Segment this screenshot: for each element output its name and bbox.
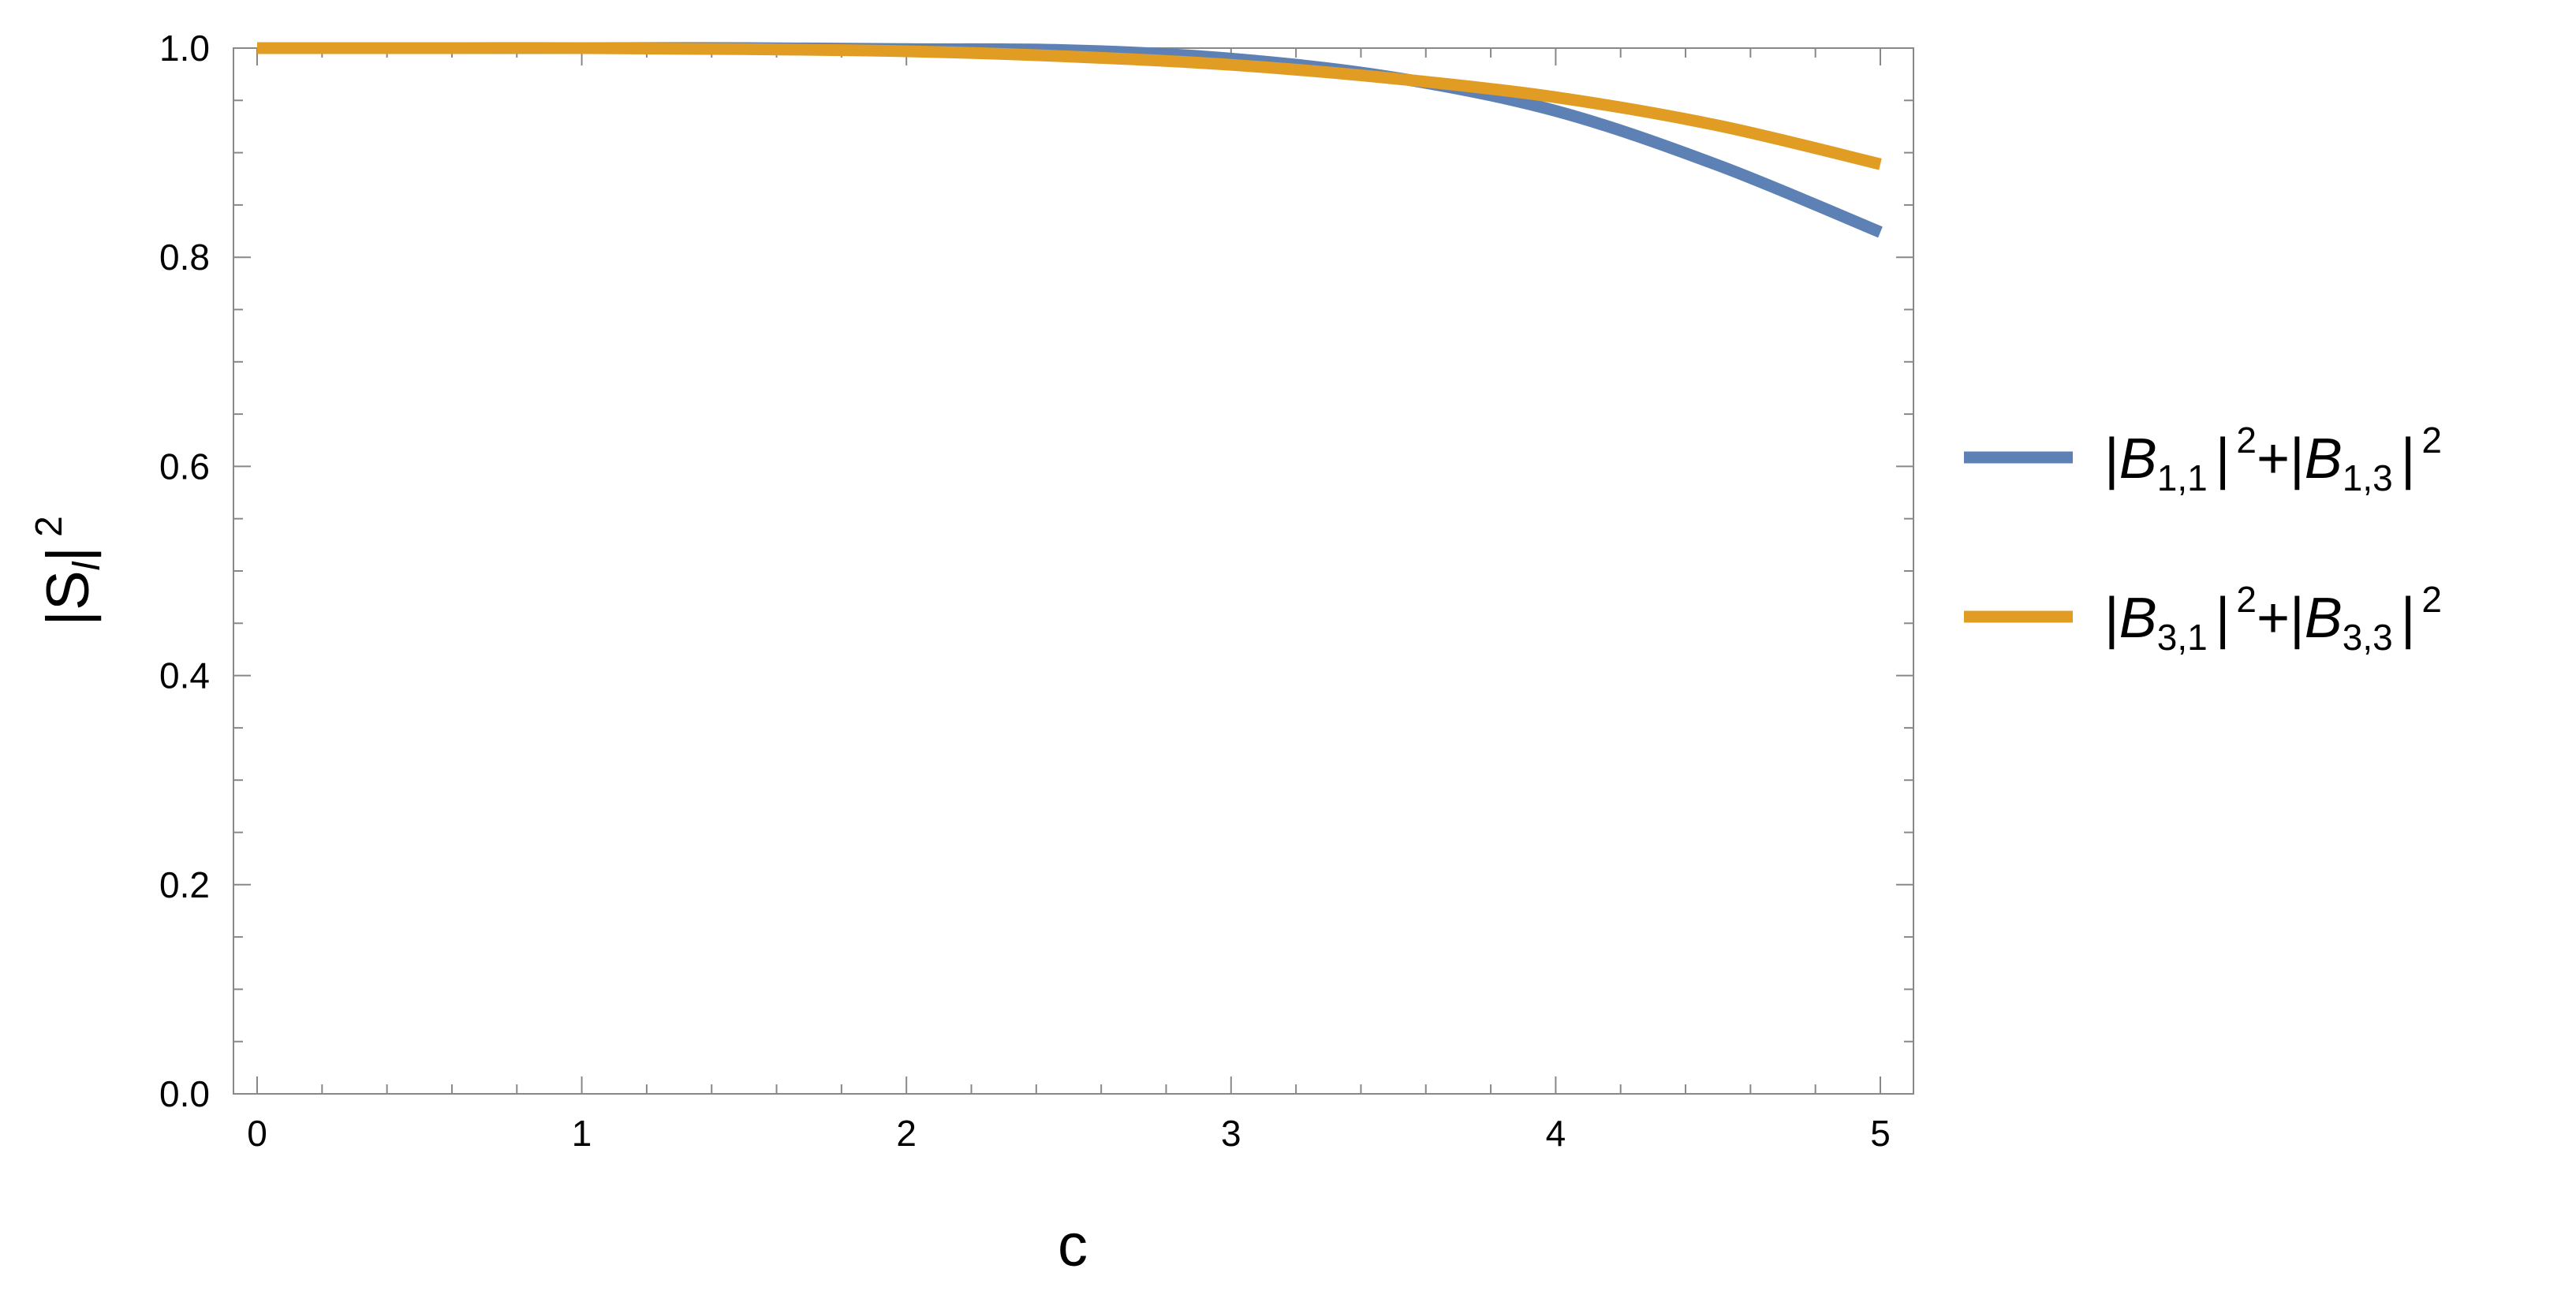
y-tick-label: 0.8 bbox=[159, 237, 210, 278]
legend-label-part: | bbox=[2216, 427, 2231, 491]
plot-frame bbox=[233, 47, 1914, 1095]
legend-label-part: 2 bbox=[2236, 579, 2257, 620]
y-tick-label: 0.4 bbox=[159, 655, 210, 696]
legend-label-part: | bbox=[2401, 427, 2416, 491]
legend-label-2: |B3,1 | 2+|B3,3 | 2 bbox=[2104, 579, 2442, 658]
legend: |B1,1 | 2+|B1,3 | 2|B3,1 | 2+|B3,3 | 2 bbox=[1964, 420, 2442, 658]
legend-label-part: 2 bbox=[2421, 420, 2442, 461]
series-line-1 bbox=[257, 42, 1883, 238]
legend-label-part: 2 bbox=[2236, 420, 2257, 461]
y-axis-title-bar: | bbox=[35, 547, 102, 562]
y-tick-label: 0.6 bbox=[159, 446, 210, 487]
legend-label-part: 2 bbox=[2421, 579, 2442, 620]
legend-label-part: B bbox=[2119, 587, 2157, 650]
legend-label-part: | bbox=[2104, 427, 2119, 491]
y-tick-label: 0.0 bbox=[159, 1073, 210, 1114]
x-axis-title: c bbox=[1058, 1212, 1088, 1279]
y-tick-label: 0.2 bbox=[159, 864, 210, 905]
x-tick-label: 1 bbox=[572, 1113, 592, 1154]
legend-label-part: 1,3 bbox=[2343, 457, 2393, 498]
x-tick-label: 0 bbox=[247, 1113, 267, 1154]
y-tick-label: 1.0 bbox=[159, 28, 210, 69]
legend-label-part: B bbox=[2305, 427, 2343, 491]
axis-tick-labels: 0 1 2 3 4 5 0.0 0.2 0.4 0.6 0.8 1.0 bbox=[159, 28, 1891, 1154]
y-axis-title-main: |S bbox=[35, 570, 102, 625]
axis-ticks bbox=[233, 47, 1913, 1095]
legend-label-part: 3,3 bbox=[2343, 617, 2393, 658]
x-tick-label: 3 bbox=[1221, 1113, 1241, 1154]
series-lines bbox=[257, 42, 1883, 238]
legend-label-part: 3,1 bbox=[2157, 617, 2208, 658]
y-axis-title-sup: 2 bbox=[28, 516, 70, 537]
x-tick-label: 5 bbox=[1870, 1113, 1891, 1154]
x-tick-label: 2 bbox=[896, 1113, 917, 1154]
legend-label-part: B bbox=[2119, 427, 2157, 491]
legend-label-part: B bbox=[2305, 587, 2343, 650]
legend-label-part: | bbox=[2290, 587, 2305, 650]
x-tick-label: 4 bbox=[1546, 1113, 1566, 1154]
y-axis-title-sub: l bbox=[66, 561, 108, 570]
legend-label-part: + bbox=[2257, 427, 2290, 491]
legend-label-part: + bbox=[2257, 587, 2290, 650]
legend-label-part: | bbox=[2401, 587, 2416, 650]
legend-label-part: | bbox=[2216, 587, 2231, 650]
legend-label-part: | bbox=[2290, 427, 2305, 491]
legend-label-1: |B1,1 | 2+|B1,3 | 2 bbox=[2104, 420, 2442, 498]
y-axis-title: |Sl| 2 bbox=[28, 516, 108, 626]
legend-label-part: 1,1 bbox=[2157, 457, 2208, 498]
series-line-2 bbox=[257, 42, 1882, 170]
legend-label-part: | bbox=[2104, 587, 2119, 650]
